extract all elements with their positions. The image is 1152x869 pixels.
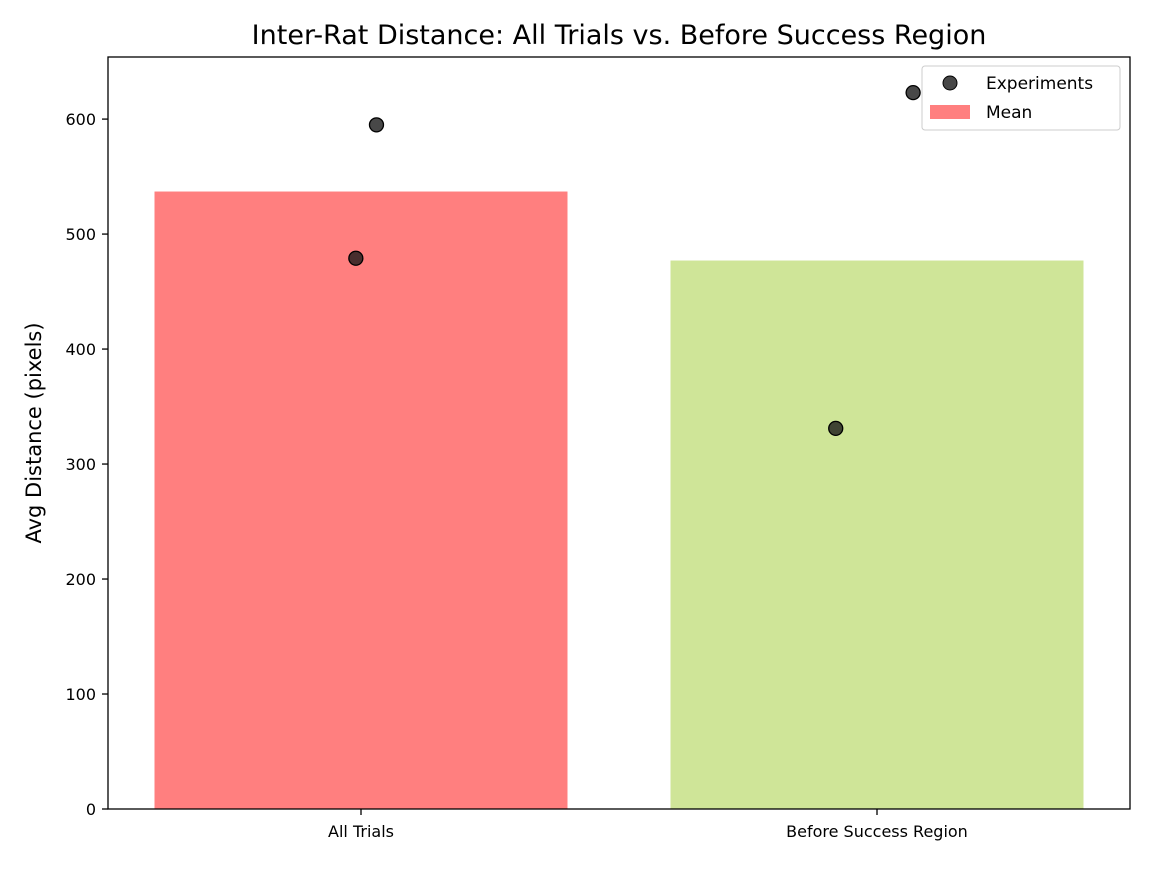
plot-frame [107,56,1131,810]
y-axis-label: Avg Distance (pixels) [22,322,46,543]
y-tick-label-6: 600 [65,110,96,129]
y-tick-label-1: 100 [65,685,96,704]
legend: Experiments Mean [921,65,1121,131]
legend-experiments-label: Experiments [986,74,1093,94]
bar-1 [670,260,1084,809]
y-tick-label-0: 0 [86,800,96,819]
bars-layer [154,191,1084,809]
experiment-point-0 [368,117,385,133]
legend-mean-label: Mean [986,103,1032,123]
y-tick-label-3: 300 [65,455,96,474]
x-tick-label-1: Before Success Region [786,822,968,841]
bar-0 [154,191,568,809]
x-tick-label-0: All Trials [328,822,394,841]
y-axis: 0 100 200 300 400 500 600 [65,110,108,819]
chart-title: Inter-Rat Distance: All Trials vs. Befor… [252,20,987,51]
experiment-point-2 [905,84,921,101]
experiment-points-layer [348,84,921,437]
legend-experiments-marker [942,75,958,91]
x-axis: All Trials Before Success Region [328,809,968,841]
experiment-point-3 [828,420,844,437]
legend-mean-patch [930,105,970,119]
legend-box [921,65,1121,131]
y-tick-label-5: 500 [65,225,96,244]
y-tick-label-2: 200 [65,570,96,589]
y-tick-label-4: 400 [65,340,96,359]
experiment-point-1 [348,250,364,266]
